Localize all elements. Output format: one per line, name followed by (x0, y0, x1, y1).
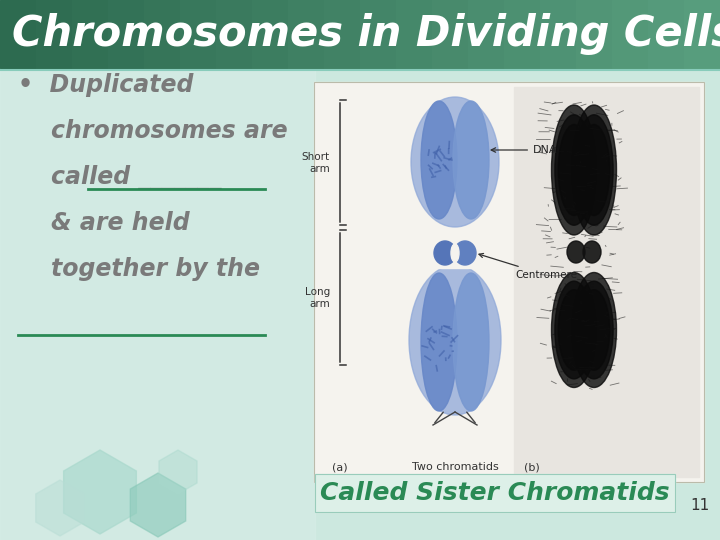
Text: (b): (b) (524, 462, 540, 472)
Bar (576, 0, 612, 68)
Ellipse shape (555, 281, 593, 379)
Ellipse shape (453, 273, 489, 411)
Ellipse shape (434, 241, 456, 265)
Text: Short
arm: Short arm (302, 152, 330, 174)
Ellipse shape (453, 101, 489, 219)
Ellipse shape (454, 241, 476, 265)
Bar (360, 0, 396, 68)
Bar (409, 238, 501, 268)
Bar (648, 0, 684, 68)
Polygon shape (130, 473, 186, 537)
Text: & are held: & are held (18, 211, 189, 235)
Bar (0, 65, 315, 540)
Ellipse shape (567, 241, 585, 263)
Ellipse shape (552, 273, 596, 388)
Ellipse shape (558, 125, 590, 215)
Text: chromosomes are: chromosomes are (18, 119, 287, 143)
Text: called _______: called _______ (18, 165, 222, 190)
Ellipse shape (409, 265, 501, 415)
Ellipse shape (578, 290, 610, 370)
Bar (540, 0, 576, 68)
Bar (180, 0, 216, 68)
Bar (144, 0, 180, 68)
Text: (a): (a) (332, 462, 348, 472)
Ellipse shape (572, 105, 616, 235)
Text: 11: 11 (690, 498, 710, 514)
Bar (396, 0, 432, 68)
Bar (108, 0, 144, 68)
Text: Long
arm: Long arm (305, 287, 330, 309)
Bar (315, 474, 675, 512)
Text: together by the: together by the (18, 257, 260, 281)
Bar (314, 82, 704, 482)
Bar (514, 87, 699, 477)
Bar (72, 0, 108, 68)
Text: DNA: DNA (491, 145, 557, 155)
Bar (0, 0, 36, 68)
Bar (288, 0, 324, 68)
Ellipse shape (578, 125, 610, 215)
Bar (684, 0, 720, 68)
Text: Centromere: Centromere (479, 253, 577, 280)
Bar (504, 0, 540, 68)
Ellipse shape (421, 101, 457, 219)
Bar (324, 0, 360, 68)
Text: Two chromatids: Two chromatids (412, 462, 498, 472)
Polygon shape (36, 480, 84, 536)
Bar (36, 0, 72, 68)
Bar (549, 238, 619, 266)
Ellipse shape (555, 115, 593, 225)
Bar (612, 0, 648, 68)
Bar (468, 0, 504, 68)
Ellipse shape (575, 281, 613, 379)
Ellipse shape (451, 244, 459, 262)
Text: Called Sister Chromatids: Called Sister Chromatids (320, 481, 670, 505)
Bar (216, 0, 252, 68)
Ellipse shape (552, 105, 596, 235)
Bar (314, 82, 704, 482)
Bar (315, 474, 675, 512)
Ellipse shape (558, 290, 590, 370)
Ellipse shape (572, 273, 616, 388)
Ellipse shape (575, 115, 613, 225)
Ellipse shape (421, 273, 457, 411)
Bar (432, 0, 468, 68)
Ellipse shape (583, 241, 601, 263)
Text: •  Duplicated: • Duplicated (18, 73, 194, 97)
Bar (252, 0, 288, 68)
Ellipse shape (411, 97, 499, 227)
Polygon shape (63, 450, 136, 534)
Text: Chromosomes in Dividing Cells: Chromosomes in Dividing Cells (12, 13, 720, 55)
Polygon shape (159, 450, 197, 494)
